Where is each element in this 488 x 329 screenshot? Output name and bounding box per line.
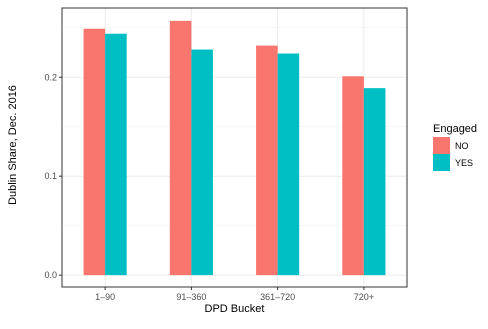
x-axis: 1–90 91–360 361–720 720+ (95, 287, 374, 302)
bar-yes-4 (363, 88, 386, 276)
y-axis: 0.0 0.1 0.2 (44, 72, 62, 280)
y-tick-label: 0.2 (44, 72, 57, 82)
bars (83, 20, 386, 276)
x-tick-label: 720+ (354, 292, 374, 302)
bar-no-3 (256, 45, 278, 276)
x-tick-label: 361–720 (260, 292, 295, 302)
bar-no-4 (342, 76, 364, 276)
legend-label-no: NO (455, 141, 469, 151)
bar-no-2 (169, 20, 192, 276)
y-tick-label: 0.1 (44, 171, 57, 181)
bar-no-1 (83, 28, 106, 276)
legend-label-yes: YES (455, 158, 473, 168)
y-tick-label: 0.0 (44, 270, 57, 280)
bar-yes-3 (277, 53, 300, 276)
bar-yes-1 (105, 33, 127, 276)
x-tick-label: 1–90 (95, 292, 115, 302)
x-axis-title: DPD Bucket (205, 303, 265, 315)
bar-yes-2 (191, 49, 213, 276)
legend: Engaged NO YES (433, 123, 477, 171)
x-tick-label: 91–360 (176, 292, 206, 302)
y-axis-title: Dublin Share, Dec. 2016 (7, 85, 19, 205)
panel-border (61, 7, 408, 288)
legend-title: Engaged (433, 123, 477, 135)
legend-key-yes (433, 154, 450, 171)
legend-key-no (433, 137, 450, 154)
